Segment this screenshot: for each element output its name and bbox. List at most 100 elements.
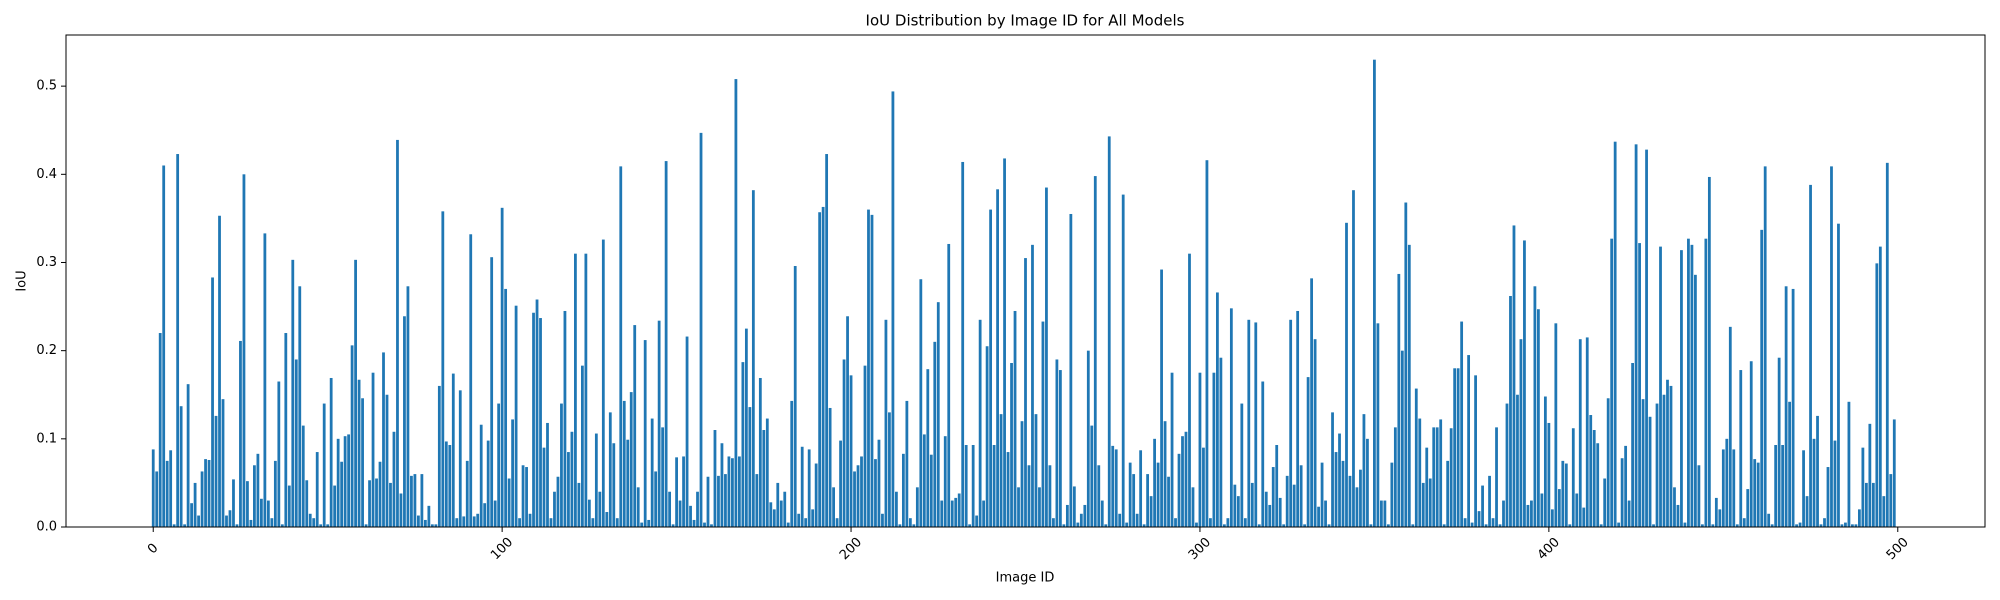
bar	[1484, 524, 1488, 527]
bar	[1652, 524, 1655, 527]
bar	[235, 524, 239, 527]
bar	[1236, 496, 1240, 527]
bar	[410, 475, 413, 527]
bar	[957, 493, 961, 527]
bar	[193, 482, 197, 527]
bar	[1268, 504, 1272, 527]
bar	[1638, 243, 1641, 527]
bar	[661, 427, 665, 527]
bar	[479, 424, 483, 527]
bar	[371, 372, 375, 527]
bar	[1767, 513, 1771, 527]
bar	[305, 480, 309, 527]
bar	[1777, 357, 1781, 527]
bar	[1561, 460, 1565, 527]
bar	[1526, 504, 1530, 527]
bar	[420, 474, 424, 527]
bar	[636, 487, 640, 527]
bar	[1003, 158, 1006, 527]
bar	[1285, 475, 1289, 527]
bar	[1400, 350, 1404, 527]
bar	[710, 524, 713, 527]
bar	[737, 456, 741, 527]
x-tick-label: 300	[1186, 535, 1214, 563]
bar	[1742, 518, 1746, 527]
bar	[860, 456, 863, 527]
bar	[1132, 474, 1136, 527]
bar	[1390, 462, 1394, 527]
bar	[1488, 475, 1491, 527]
bar	[1816, 415, 1819, 527]
bar	[1261, 381, 1265, 527]
bar	[1425, 447, 1429, 527]
bar	[200, 471, 204, 527]
bar	[493, 500, 497, 527]
bar	[1812, 438, 1816, 527]
bar	[891, 91, 895, 527]
bar	[1540, 493, 1544, 527]
bar	[629, 392, 633, 527]
bar	[943, 436, 947, 527]
bar	[898, 524, 902, 527]
bar	[1383, 500, 1387, 527]
bar	[1564, 463, 1568, 527]
bar	[1770, 524, 1774, 527]
bar	[1421, 482, 1425, 527]
bar	[465, 460, 469, 527]
bar	[1788, 401, 1792, 527]
bar	[1728, 326, 1732, 527]
bar	[483, 503, 487, 527]
bar	[162, 165, 166, 527]
bar	[1181, 436, 1184, 527]
bar	[1348, 475, 1352, 527]
bar	[1324, 500, 1327, 527]
bar	[1885, 162, 1889, 527]
bar	[1603, 478, 1607, 527]
bar	[1010, 363, 1013, 527]
bar	[1830, 166, 1833, 527]
bar	[664, 161, 668, 527]
bar	[556, 476, 560, 527]
bar	[490, 257, 494, 527]
bar	[1432, 427, 1436, 527]
bar	[727, 456, 731, 527]
x-axis-label: Image ID	[996, 571, 1055, 586]
bar	[1592, 430, 1596, 527]
bar	[1854, 524, 1858, 527]
bar	[1502, 500, 1505, 527]
bar	[1805, 496, 1809, 527]
bar	[1802, 450, 1805, 527]
bar	[668, 491, 672, 527]
bar	[657, 320, 661, 527]
bar	[1474, 375, 1477, 527]
bar	[779, 500, 783, 527]
bar	[266, 500, 270, 527]
bar	[1669, 385, 1673, 527]
bar	[1857, 509, 1861, 527]
bar	[999, 414, 1003, 527]
bar	[500, 207, 504, 527]
bar	[553, 491, 556, 527]
bar	[368, 480, 371, 527]
bar	[1550, 509, 1554, 527]
bar	[1254, 322, 1258, 527]
bar	[574, 253, 577, 527]
bar	[1226, 518, 1230, 527]
bar	[259, 498, 263, 527]
bar	[580, 365, 584, 527]
bar	[326, 524, 330, 527]
bar	[814, 463, 818, 527]
bar	[832, 487, 835, 527]
bar	[221, 399, 225, 527]
bar	[863, 365, 867, 527]
bar	[382, 352, 385, 527]
bar	[413, 474, 417, 527]
bar	[232, 479, 235, 527]
bar	[877, 439, 881, 527]
bar	[790, 400, 794, 527]
bar	[992, 445, 996, 527]
bar	[1146, 474, 1150, 527]
bar	[1547, 422, 1551, 527]
bar	[811, 509, 815, 527]
bar	[1271, 467, 1275, 527]
